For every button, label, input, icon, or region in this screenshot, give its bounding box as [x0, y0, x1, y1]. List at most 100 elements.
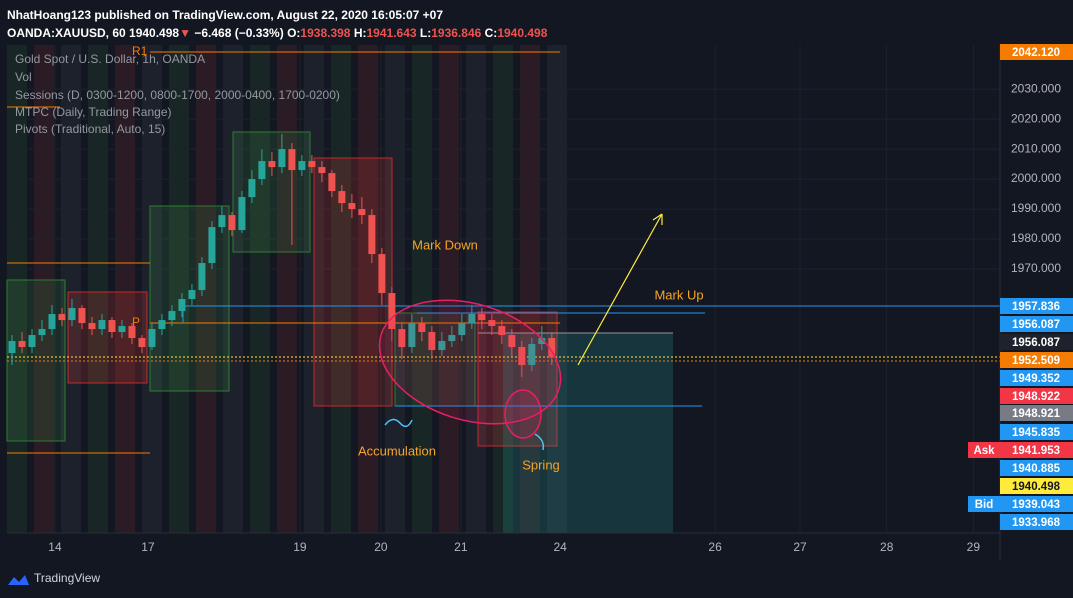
candle-body — [518, 347, 526, 366]
squiggle — [534, 433, 545, 451]
candle-body — [178, 299, 186, 312]
price-tag: 1939.043 — [1012, 499, 1060, 511]
session-band — [250, 45, 270, 533]
price-tag: 1945.835 — [1012, 427, 1061, 439]
candles — [8, 134, 556, 378]
candle-body — [428, 332, 436, 351]
session-band — [196, 45, 216, 533]
candle-body — [458, 323, 466, 336]
annotations: R1 P Mark Down Mark Up Accumulation Spri… — [132, 44, 704, 472]
session-band — [88, 45, 108, 533]
price-tag-bg — [1000, 514, 1073, 530]
candle-body — [228, 215, 236, 231]
o-label: O: — [287, 26, 301, 40]
candle-body — [38, 329, 46, 336]
x-tick-label: 17 — [141, 540, 155, 554]
quote-line: OANDA:XAUUSD, 60 1940.498▼ −6.468 (−0.33… — [7, 24, 547, 42]
price-tag-bg — [1000, 388, 1073, 404]
squiggle — [384, 418, 413, 428]
r1-label: R1 — [132, 44, 148, 58]
price-tag: 1940.885 — [1012, 463, 1061, 475]
session-band — [439, 45, 459, 533]
candle-body — [208, 227, 216, 264]
price-tag: 1948.921 — [1012, 408, 1061, 420]
y-tick-label: 1990.000 — [1011, 201, 1061, 215]
candle-body — [98, 320, 106, 330]
price-tag: 1933.968 — [1012, 517, 1061, 529]
y-tick-label: 2030.000 — [1011, 81, 1061, 95]
candle-body — [18, 341, 26, 348]
session-band — [115, 45, 135, 533]
drawings — [378, 213, 663, 451]
brand[interactable]: TradingView — [34, 571, 100, 585]
candle-body — [28, 335, 36, 348]
session-band — [493, 45, 513, 533]
x-tick-label: 19 — [293, 540, 307, 554]
legend-line: MTPC (Daily, Trading Range) — [15, 105, 172, 119]
p-label: P — [132, 315, 140, 329]
legend-line: Pivots (Traditional, Auto, 15) — [15, 122, 165, 136]
price-tag-bg — [1000, 405, 1073, 421]
candle-body — [528, 344, 536, 366]
session-band — [385, 45, 405, 533]
candle-body — [188, 290, 196, 300]
change: −6.468 (−0.33%) — [194, 26, 284, 40]
levels — [7, 51, 1000, 454]
legend-line: Vol — [15, 70, 32, 84]
candle-body — [238, 197, 246, 231]
candle-body — [288, 149, 296, 171]
price-tag-bg — [1000, 44, 1073, 60]
candle-body — [58, 314, 66, 321]
grid — [7, 45, 1000, 533]
candle-body — [438, 341, 446, 351]
y-tick-label: 2020.000 — [1011, 111, 1061, 125]
x-tick-label: 14 — [48, 540, 62, 554]
open: 1938.398 — [300, 26, 351, 40]
candle-body — [138, 338, 146, 348]
candle-body — [88, 323, 96, 330]
session-band — [142, 45, 162, 533]
price-tag-bg — [1000, 442, 1073, 458]
candle-body — [338, 191, 346, 204]
candle-body — [298, 161, 306, 171]
spring-ellipse — [504, 389, 542, 439]
candle-body — [448, 335, 456, 342]
candle-body — [158, 320, 166, 330]
session-band — [34, 45, 54, 533]
candle-body — [8, 341, 16, 354]
price-tag: 1948.922 — [1012, 391, 1060, 403]
session-band — [466, 45, 486, 533]
h-label: H: — [353, 26, 367, 40]
arrow-head — [652, 213, 663, 225]
x-tick-label: 26 — [708, 540, 722, 554]
x-tick-label: 27 — [793, 540, 807, 554]
symbol: OANDA:XAUUSD, 60 — [7, 26, 126, 40]
c-label: C: — [484, 26, 498, 40]
session-band — [547, 45, 567, 533]
footer: TradingView — [8, 571, 100, 585]
candle-body — [118, 326, 126, 333]
candle-body — [218, 215, 226, 228]
candle-body — [308, 161, 316, 168]
price-tag: 1941.953 — [1012, 445, 1060, 457]
header: NhatHoang123 published on TradingView.co… — [7, 6, 547, 42]
price-tag-bg — [1000, 370, 1073, 386]
price-tag: 1957.836 — [1012, 301, 1060, 313]
candle-body — [378, 254, 386, 294]
price-tag-bg — [1000, 334, 1073, 350]
y-tick-label: 2010.000 — [1011, 141, 1061, 155]
price-tag-bg — [1000, 298, 1073, 314]
high: 1941.643 — [366, 26, 417, 40]
candle-body — [418, 323, 426, 333]
y-tick-label: 1980.000 — [1011, 231, 1061, 245]
candle-body — [368, 215, 376, 255]
x-tick-label: 29 — [967, 540, 981, 554]
x-tick-label: 24 — [553, 540, 567, 554]
legend-line: Gold Spot / U.S. Dollar, 1h, OANDA — [15, 52, 205, 66]
candle-body — [358, 209, 366, 216]
candle-body — [328, 173, 336, 192]
candle-body — [548, 338, 556, 358]
y-tick-label: 2000.000 — [1011, 171, 1061, 185]
candle-body — [538, 338, 546, 345]
